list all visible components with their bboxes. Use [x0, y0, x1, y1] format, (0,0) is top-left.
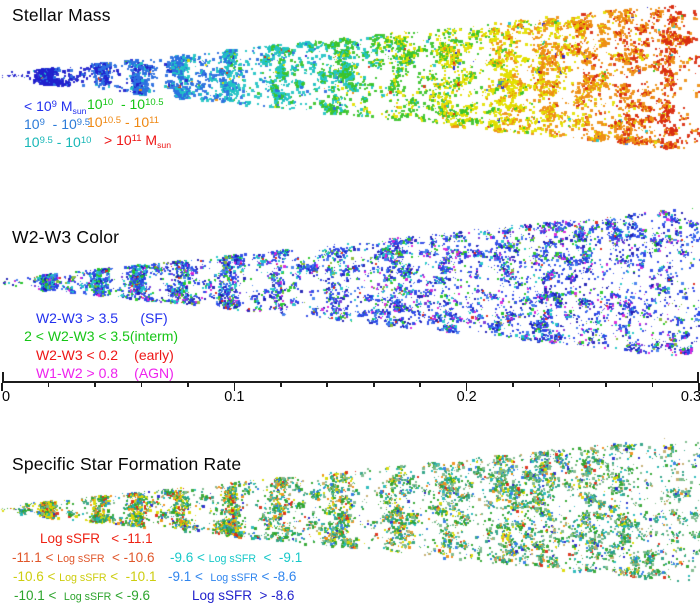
legend-entry-w2w3-color: W2-W3 > 3.5	[35, 310, 119, 326]
x-axis-minor-tick	[605, 382, 607, 388]
legend-entry-stellar-mass: 109 - 109.5	[24, 116, 91, 132]
x-axis-minor-tick	[140, 382, 143, 388]
x-axis-minor-tick	[326, 382, 329, 388]
x-axis-minor-tick	[280, 382, 282, 388]
x-axis-endcap-left	[2, 372, 4, 381]
legend-entry-specific-sfr: -9.1 < Log sSFR < -8.6	[168, 569, 297, 584]
panel-title-w2w3-color: W2-W3 Color	[12, 227, 120, 247]
legend-entry-w2w3-color: 2 < W2-W3 < 3.5	[24, 328, 130, 344]
x-axis-minor-tick	[47, 382, 50, 388]
legend-entry-w2w3-color: (SF)	[140, 310, 168, 326]
legend-entry-w2w3-color: W1-W2 > 0.8	[35, 365, 119, 381]
x-axis-major-tick	[465, 382, 468, 391]
x-axis-tick-label: 0.3	[680, 389, 700, 405]
x-axis-endcap-right	[697, 372, 699, 381]
legend-entry-stellar-mass: > 1011 Msun	[104, 132, 172, 151]
legend-entry-specific-sfr: -10.6 < Log sSFR < -10.1	[13, 569, 157, 584]
x-axis-tick-label: 0	[1, 389, 11, 405]
legend-entry-specific-sfr: -10.1 < Log sSFR < -9.6	[14, 588, 150, 603]
x-axis-tick-label: 0.1	[224, 389, 245, 405]
x-axis-major-tick	[698, 382, 700, 391]
legend-entry-w2w3-color: W2-W3 < 0.2	[35, 347, 119, 363]
panel-title-ssfr: Specific Star Formation Rate	[12, 454, 242, 474]
panel-title-stellar-mass: Stellar Mass	[12, 5, 111, 25]
x-axis-minor-tick	[512, 382, 514, 388]
legend-entry-stellar-mass: 1010.5 - 1011	[87, 114, 160, 130]
legend-entry-w2w3-color: (interm)	[129, 328, 179, 344]
x-axis-tick-label: 0.2	[456, 389, 477, 405]
legend-entry-specific-sfr: -11.1 < Log sSFR < -10.6	[12, 550, 155, 565]
x-axis-minor-tick	[558, 382, 561, 388]
legend-entry-stellar-mass: 109.5 - 1010	[24, 134, 92, 150]
legend-entry-stellar-mass: < 109 Msun	[24, 98, 87, 117]
x-axis-major-tick	[233, 382, 236, 391]
legend-entry-specific-sfr: Log sSFR > -8.6	[192, 588, 295, 603]
legend-entry-w2w3-color: (AGN)	[134, 365, 174, 381]
x-axis-minor-tick	[651, 382, 654, 388]
legend-entry-w2w3-color: (early)	[134, 347, 174, 363]
legend-entry-stellar-mass: 1010 - 1010.5	[87, 96, 164, 112]
x-axis-minor-tick	[372, 382, 375, 388]
legend-entry-specific-sfr: -9.6 < Log sSFR < -9.1	[170, 550, 303, 565]
x-axis-major-tick	[1, 382, 3, 391]
x-axis-minor-tick	[94, 382, 96, 388]
x-axis-minor-tick	[187, 382, 189, 388]
x-axis-line	[2, 381, 699, 383]
x-axis-minor-tick	[419, 382, 421, 388]
legend-entry-specific-sfr: Log sSFR < -11.1	[40, 531, 153, 546]
